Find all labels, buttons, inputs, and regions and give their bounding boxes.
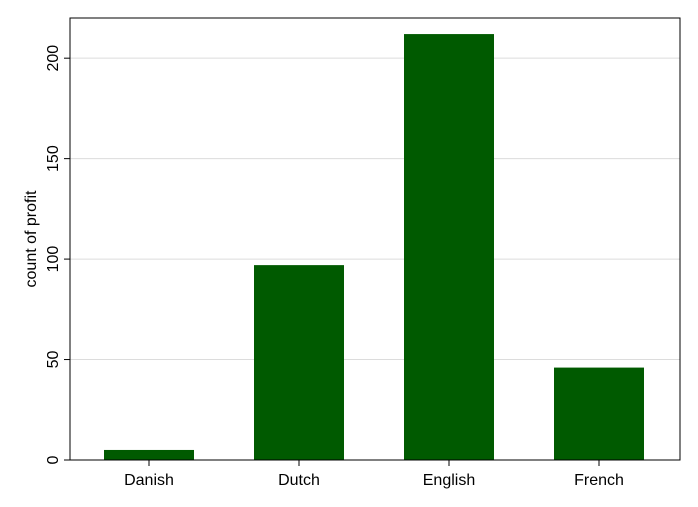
x-tick-label: French xyxy=(574,472,624,489)
y-tick-label: 100 xyxy=(45,246,62,273)
x-tick-label: Danish xyxy=(124,472,174,489)
x-axis-ticks: Danish Dutch English French xyxy=(124,460,624,489)
y-axis-title: count of profit xyxy=(23,190,40,288)
grid-lines xyxy=(70,57,680,361)
plot-frame xyxy=(69,17,681,461)
x-tick-label: Dutch xyxy=(278,472,320,489)
bar-english xyxy=(404,34,494,461)
x-tick-label: English xyxy=(423,472,475,489)
bar-french xyxy=(554,367,644,460)
y-tick-label: 200 xyxy=(45,45,62,72)
bar-danish xyxy=(104,449,194,460)
y-axis-ticks: 0 50 100 150 200 xyxy=(45,45,70,464)
bar-dutch xyxy=(254,265,344,460)
y-tick-label: 50 xyxy=(45,351,62,369)
bars xyxy=(104,34,644,461)
y-tick-label: 150 xyxy=(45,145,62,172)
y-tick-label: 0 xyxy=(45,455,62,464)
